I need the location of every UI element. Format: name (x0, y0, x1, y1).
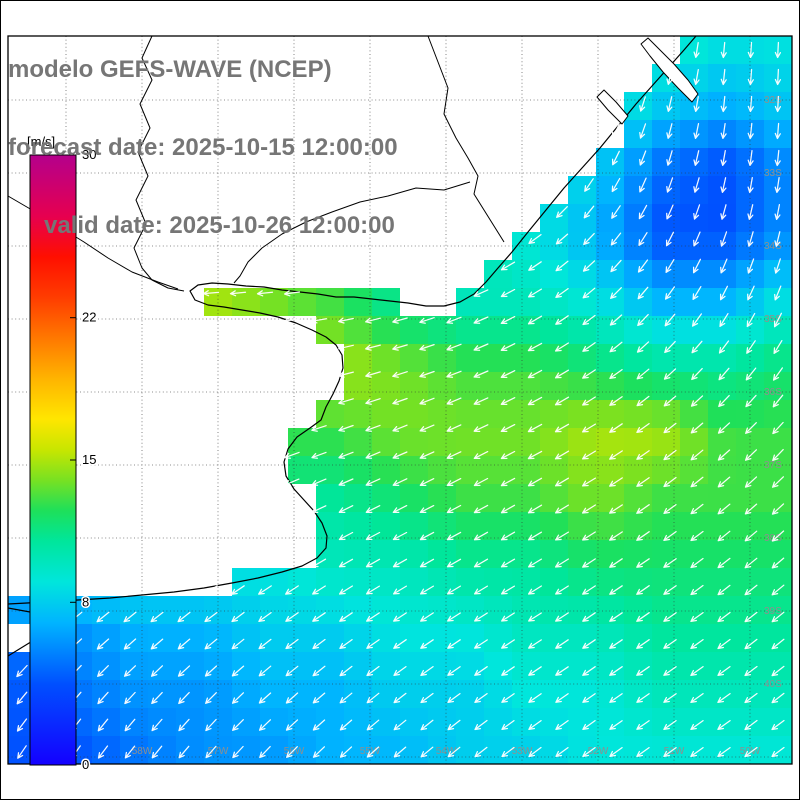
colorbar-gradient (29, 154, 77, 766)
header: modelo GEFS-WAVE (NCEP) forecast date: 2… (8, 5, 398, 291)
lat-label: 32S (764, 95, 782, 106)
lat-label: 35S (764, 314, 782, 325)
lat-label: 39S (764, 606, 782, 617)
colorbar-tick-label: 8 (82, 594, 89, 609)
lagoon (640, 37, 699, 103)
lat-label: 34S (764, 241, 782, 252)
lon-label: 57W (208, 746, 229, 757)
lat-label: 33S (764, 168, 782, 179)
map-frame (7, 35, 793, 765)
lon-label: 58W (132, 746, 153, 757)
lon-label: 54W (436, 746, 457, 757)
arrow-layer (16, 41, 785, 759)
river (233, 181, 471, 284)
valid-date-line: valid date: 2025-10-26 12:00:00 (44, 212, 395, 239)
river (133, 35, 185, 292)
lon-label: 55W (360, 746, 381, 757)
lon-label: 52W (588, 746, 609, 757)
river (427, 35, 505, 243)
colorbar: 30 22 15 8 0 [m/s] (27, 134, 98, 774)
lon-label: 50W (740, 746, 761, 757)
model-title: modelo GEFS-WAVE (NCEP) (8, 56, 332, 83)
lat-label: 36S (764, 387, 782, 398)
colorbar-tick-label: 22 (82, 310, 96, 325)
colorbar-units-label: [m/s] (27, 134, 55, 149)
forecast-date-line: forecast date: 2025-10-15 12:00:00 (8, 134, 398, 161)
coordinate-labels: 59W58W57W56W55W54W53W52W51W50W32S33S34S3… (56, 95, 782, 757)
heatmap-layer (8, 36, 792, 764)
coastline (7, 35, 697, 605)
colorbar-tick-label: 0 (82, 757, 89, 772)
lat-label: 40S (764, 679, 782, 690)
lon-label: 51W (664, 746, 685, 757)
lon-label: 56W (284, 746, 305, 757)
lat-label: 37S (764, 460, 782, 471)
colorbar-tick-label: 30 (82, 147, 96, 162)
lagoon (596, 89, 629, 125)
colorbar-tick-label: 15 (82, 452, 96, 467)
lon-label: 53W (512, 746, 533, 757)
